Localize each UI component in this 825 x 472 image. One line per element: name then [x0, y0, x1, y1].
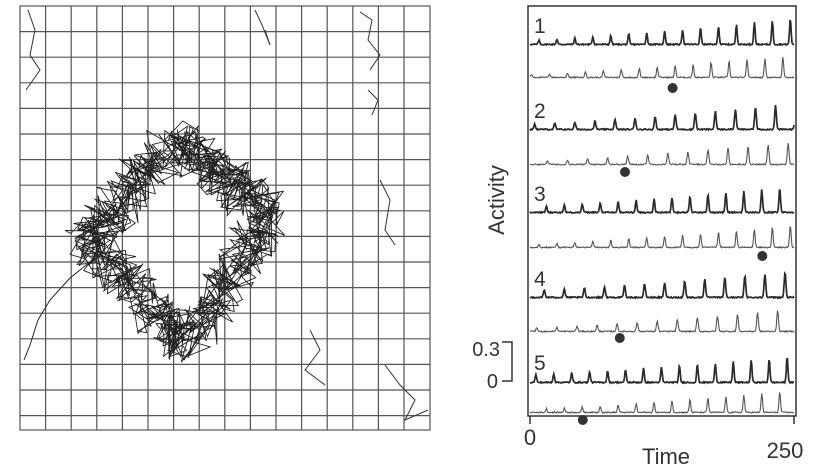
event-dot — [615, 333, 625, 343]
activity-trace-lower — [530, 311, 794, 332]
y-axis-label: Activity — [484, 165, 509, 235]
traces-group — [530, 20, 794, 413]
activity-trace-lower — [530, 57, 794, 78]
x-axis-label: Time — [642, 444, 690, 469]
x-tick-label-250: 250 — [767, 438, 804, 463]
activity-trace-upper — [530, 274, 794, 299]
x-tick-label-0: 0 — [524, 425, 536, 450]
activity-trace-upper — [530, 358, 794, 383]
row-labels: 1 2 3 4 5 — [534, 15, 546, 375]
row-label: 5 — [534, 352, 546, 375]
activity-trace-lower — [530, 143, 794, 165]
event-dot — [620, 167, 630, 177]
activity-trace-upper — [530, 105, 794, 130]
event-dot — [578, 415, 588, 425]
activity-trace-lower — [530, 227, 794, 249]
activity-trace-upper — [530, 20, 794, 45]
event-dot — [668, 83, 678, 93]
activity-trace-upper — [530, 189, 794, 213]
event-dot — [757, 251, 767, 261]
scale-bar-bottom-label: 0 — [487, 371, 498, 393]
row-label: 2 — [534, 100, 546, 123]
row-label: 3 — [534, 183, 546, 206]
row-label: 1 — [534, 15, 546, 38]
row-label: 4 — [534, 268, 546, 291]
scale-bar — [502, 342, 512, 381]
scale-bar-top-label: 0.3 — [472, 339, 500, 361]
activity-trace-lower — [530, 393, 794, 413]
